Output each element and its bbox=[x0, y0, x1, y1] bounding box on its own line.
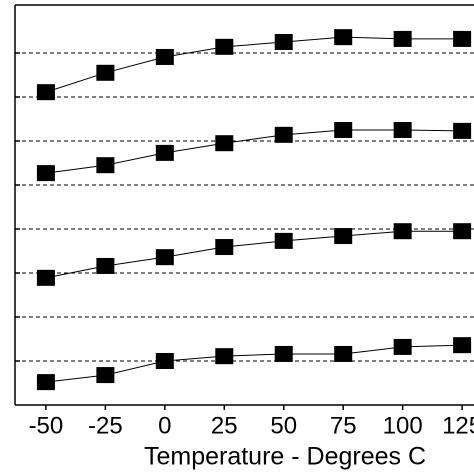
data-point bbox=[96, 157, 115, 174]
data-point bbox=[36, 374, 55, 391]
x-tick-label: -50 bbox=[29, 412, 64, 439]
data-point bbox=[393, 223, 412, 240]
data-point bbox=[36, 269, 55, 286]
data-point bbox=[274, 126, 293, 143]
data-point bbox=[393, 122, 412, 138]
data-point bbox=[96, 257, 115, 274]
data-point bbox=[453, 30, 472, 47]
data-point bbox=[334, 228, 353, 245]
data-point bbox=[274, 34, 293, 50]
x-axis-label: Temperature - Degrees C bbox=[144, 443, 426, 471]
data-point bbox=[215, 135, 234, 152]
series-line bbox=[45, 129, 463, 174]
x-tick-label: 75 bbox=[330, 412, 357, 439]
data-point bbox=[274, 345, 293, 362]
x-tick-label: 50 bbox=[270, 412, 297, 439]
data-point bbox=[36, 165, 55, 182]
x-tick-label: 125 bbox=[442, 412, 474, 439]
data-point bbox=[393, 30, 412, 47]
data-point bbox=[274, 232, 293, 249]
data-point bbox=[453, 223, 472, 240]
data-point bbox=[334, 345, 353, 362]
data-point bbox=[393, 338, 412, 355]
series-line bbox=[45, 36, 463, 93]
data-point bbox=[155, 144, 174, 161]
x-tick-label: 0 bbox=[158, 412, 171, 439]
data-point bbox=[96, 367, 115, 384]
data-point bbox=[155, 48, 174, 65]
x-tick-label: -25 bbox=[88, 412, 123, 439]
data-point bbox=[453, 337, 472, 354]
data-point bbox=[36, 84, 55, 101]
data-point bbox=[215, 38, 234, 55]
data-point bbox=[453, 122, 472, 139]
data-point bbox=[155, 249, 174, 266]
series-line bbox=[45, 344, 463, 383]
x-tick-label: 100 bbox=[383, 412, 423, 439]
x-tick-label: 25 bbox=[211, 412, 238, 439]
data-point bbox=[334, 29, 353, 46]
data-point bbox=[215, 239, 234, 256]
data-point bbox=[334, 122, 353, 138]
data-point bbox=[155, 353, 174, 369]
data-point bbox=[215, 348, 234, 365]
series-line bbox=[45, 230, 463, 279]
data-point bbox=[96, 64, 115, 81]
